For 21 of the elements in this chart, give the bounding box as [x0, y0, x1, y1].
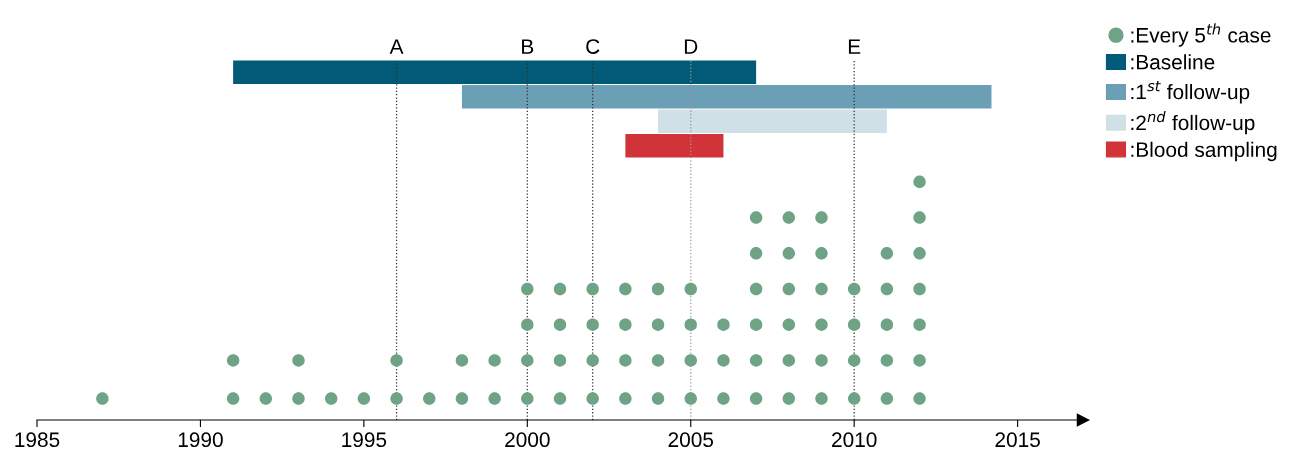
x-tick-label: 1990 [178, 432, 223, 448]
x-tick-label: 2005 [668, 432, 714, 448]
bar [233, 60, 757, 84]
bar [625, 134, 724, 158]
bar [658, 109, 887, 133]
x-tick-label: 2000 [505, 432, 550, 448]
category-label: :Baseline [1131, 54, 1215, 70]
category-label: :2$^{nd}$ follow-up [1131, 110, 1255, 135]
category-label: :Blood sampling [1131, 141, 1277, 162]
ref-line-label: C [586, 39, 600, 54]
bar [461, 85, 992, 109]
x-tick-label: 2010 [832, 432, 877, 448]
ref-line-label: A [389, 39, 404, 54]
ref-line-label: B [522, 39, 534, 54]
x-tick-label: 2015 [995, 432, 1040, 448]
legend-label: :Every 5$^{th}$ case [1131, 23, 1271, 47]
ref-line-label: D [684, 39, 698, 54]
x-tick-label: 1995 [342, 432, 387, 448]
ref-line-label: E [848, 39, 861, 54]
x-tick-label: 1985 [15, 432, 60, 448]
category-label: :1$^{st}$ follow-up [1131, 80, 1250, 104]
